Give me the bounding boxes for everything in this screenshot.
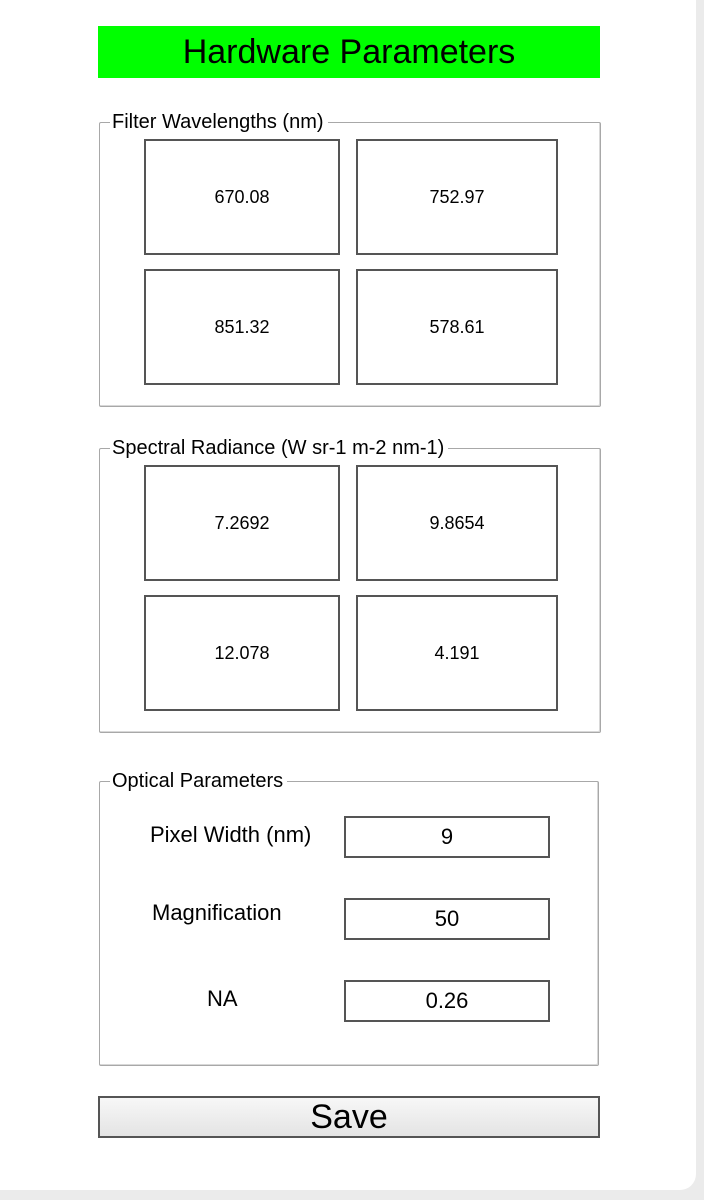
na-label: NA — [207, 986, 238, 1011]
na-field[interactable]: 0.26 — [344, 980, 550, 1022]
spectral-radiance-group: Spectral Radiance (W sr-1 m-2 nm-1) 7.26… — [99, 435, 601, 733]
optical-parameters-group: Optical Parameters — [99, 768, 599, 1066]
pixel-width-label: Pixel Width (nm) — [150, 822, 312, 847]
filter-wavelength-field-3[interactable]: 851.32 — [144, 269, 340, 385]
magnification-field[interactable]: 50 — [344, 898, 550, 940]
spectral-radiance-field-2[interactable]: 9.8654 — [356, 465, 558, 581]
filter-wavelength-field-2[interactable]: 752.97 — [356, 139, 558, 255]
save-button[interactable]: Save — [98, 1096, 600, 1138]
page-title: Hardware Parameters — [98, 26, 600, 78]
spectral-radiance-field-4[interactable]: 4.191 — [356, 595, 558, 711]
spectral-radiance-field-1[interactable]: 7.2692 — [144, 465, 340, 581]
filter-wavelength-field-1[interactable]: 670.08 — [144, 139, 340, 255]
spectral-radiance-label: Spectral Radiance (W sr-1 m-2 nm-1) — [110, 435, 449, 461]
spectral-radiance-field-3[interactable]: 12.078 — [144, 595, 340, 711]
filter-wavelengths-label: Filter Wavelengths (nm) — [110, 109, 328, 135]
filter-wavelength-field-4[interactable]: 578.61 — [356, 269, 558, 385]
magnification-label: Magnification — [152, 900, 282, 925]
pixel-width-field[interactable]: 9 — [344, 816, 550, 858]
optical-parameters-label: Optical Parameters — [110, 768, 288, 794]
filter-wavelengths-group: Filter Wavelengths (nm) 670.08 752.97 85… — [99, 109, 601, 407]
